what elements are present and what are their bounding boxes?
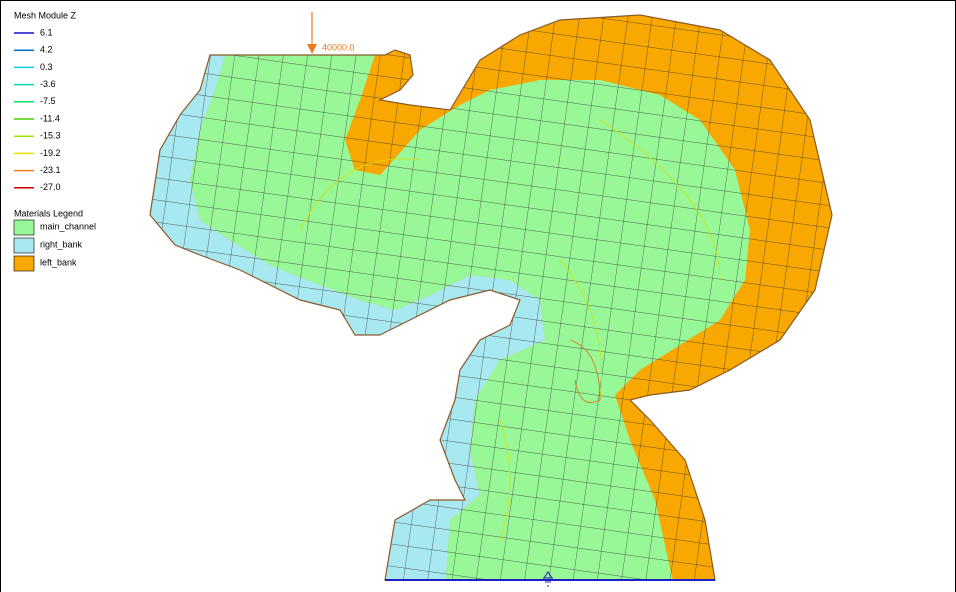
material-label: left_bank [40,257,77,267]
contour-label: -3.6 [40,79,56,89]
mesh-elements [150,15,832,580]
contour-label: -7.5 [40,96,56,106]
contour [299,119,721,541]
contour-label: -11.4 [40,113,60,123]
material-swatch [13,255,35,272]
contour-label: -19.2 [40,148,61,158]
contour-label: 4.2 [40,45,53,55]
contour-label: -27.0 [40,182,61,192]
contour-label: -15.3 [40,131,61,141]
inflow-arrowhead [307,44,317,54]
contour-label: 6.1 [40,27,53,37]
contour-legend-title: Mesh Module Z [14,10,77,20]
water-level-icon [543,571,553,587]
contour-label: 0.3 [40,62,53,72]
contour-label: -23.1 [40,165,61,175]
inflow-label: 40000.0 [322,42,355,52]
material-swatch [13,237,35,254]
materials-legend-title: Materials Legend [14,208,83,218]
material-label: main_channel [40,221,96,231]
mesh [150,15,832,580]
contour [569,339,601,403]
material-label: right_bank [40,239,83,249]
material-swatch [13,219,35,236]
